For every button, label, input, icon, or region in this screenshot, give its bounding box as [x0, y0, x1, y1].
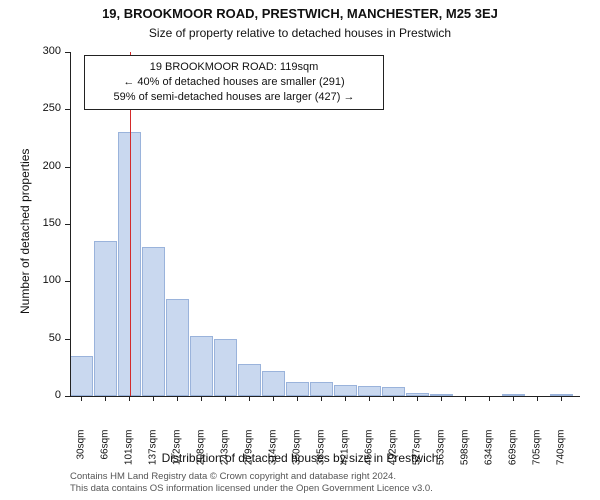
x-tick-mark	[249, 396, 250, 401]
x-tick-mark	[537, 396, 538, 401]
x-tick-mark	[345, 396, 346, 401]
bar	[262, 371, 285, 396]
bar	[358, 386, 381, 396]
x-tick-mark	[81, 396, 82, 401]
x-tick-mark	[513, 396, 514, 401]
bar	[382, 387, 405, 396]
page-title: 19, BROOKMOOR ROAD, PRESTWICH, MANCHESTE…	[0, 6, 600, 21]
y-tick-label: 100	[31, 274, 61, 286]
y-tick-mark	[65, 281, 70, 282]
x-tick-mark	[465, 396, 466, 401]
annotation-line: 59% of semi-detached houses are larger (…	[93, 90, 375, 105]
annotation-line: ← 40% of detached houses are smaller (29…	[93, 75, 375, 90]
y-tick-mark	[65, 167, 70, 168]
x-tick-mark	[201, 396, 202, 401]
footer-line: Contains HM Land Registry data © Crown c…	[70, 471, 433, 483]
x-axis-label: Distribution of detached houses by size …	[0, 451, 600, 465]
y-tick-label: 150	[31, 217, 61, 229]
y-axis-line	[70, 52, 71, 396]
y-tick-label: 50	[31, 332, 61, 344]
bar	[214, 339, 237, 396]
y-tick-mark	[65, 52, 70, 53]
x-tick-mark	[129, 396, 130, 401]
y-tick-label: 300	[31, 45, 61, 57]
annotation-line: 19 BROOKMOOR ROAD: 119sqm	[93, 60, 375, 75]
bar	[70, 356, 93, 396]
x-tick-mark	[369, 396, 370, 401]
footer-line: This data contains OS information licens…	[70, 483, 433, 495]
bar	[310, 382, 333, 396]
x-tick-mark	[225, 396, 226, 401]
footer-attribution: Contains HM Land Registry data © Crown c…	[70, 471, 433, 496]
x-tick-mark	[273, 396, 274, 401]
x-tick-mark	[105, 396, 106, 401]
bar	[238, 364, 261, 396]
y-tick-mark	[65, 109, 70, 110]
x-tick-mark	[561, 396, 562, 401]
bar	[190, 336, 213, 396]
y-tick-mark	[65, 396, 70, 397]
bar	[94, 241, 117, 396]
y-tick-mark	[65, 224, 70, 225]
x-tick-mark	[321, 396, 322, 401]
x-tick-mark	[153, 396, 154, 401]
y-tick-label: 250	[31, 102, 61, 114]
y-tick-label: 200	[31, 160, 61, 172]
x-tick-mark	[441, 396, 442, 401]
bar	[286, 382, 309, 396]
y-tick-mark	[65, 339, 70, 340]
x-tick-mark	[417, 396, 418, 401]
bar	[166, 299, 189, 396]
page-subtitle: Size of property relative to detached ho…	[0, 26, 600, 40]
x-tick-mark	[489, 396, 490, 401]
x-tick-mark	[297, 396, 298, 401]
x-tick-mark	[177, 396, 178, 401]
annotation-box: 19 BROOKMOOR ROAD: 119sqm← 40% of detach…	[84, 55, 384, 110]
bar	[142, 247, 165, 396]
x-tick-mark	[393, 396, 394, 401]
chart-container: 19, BROOKMOOR ROAD, PRESTWICH, MANCHESTE…	[0, 0, 600, 500]
y-axis-label: Number of detached properties	[18, 149, 32, 314]
x-axis-line	[70, 396, 580, 397]
bar	[334, 385, 357, 396]
y-tick-label: 0	[31, 389, 61, 401]
